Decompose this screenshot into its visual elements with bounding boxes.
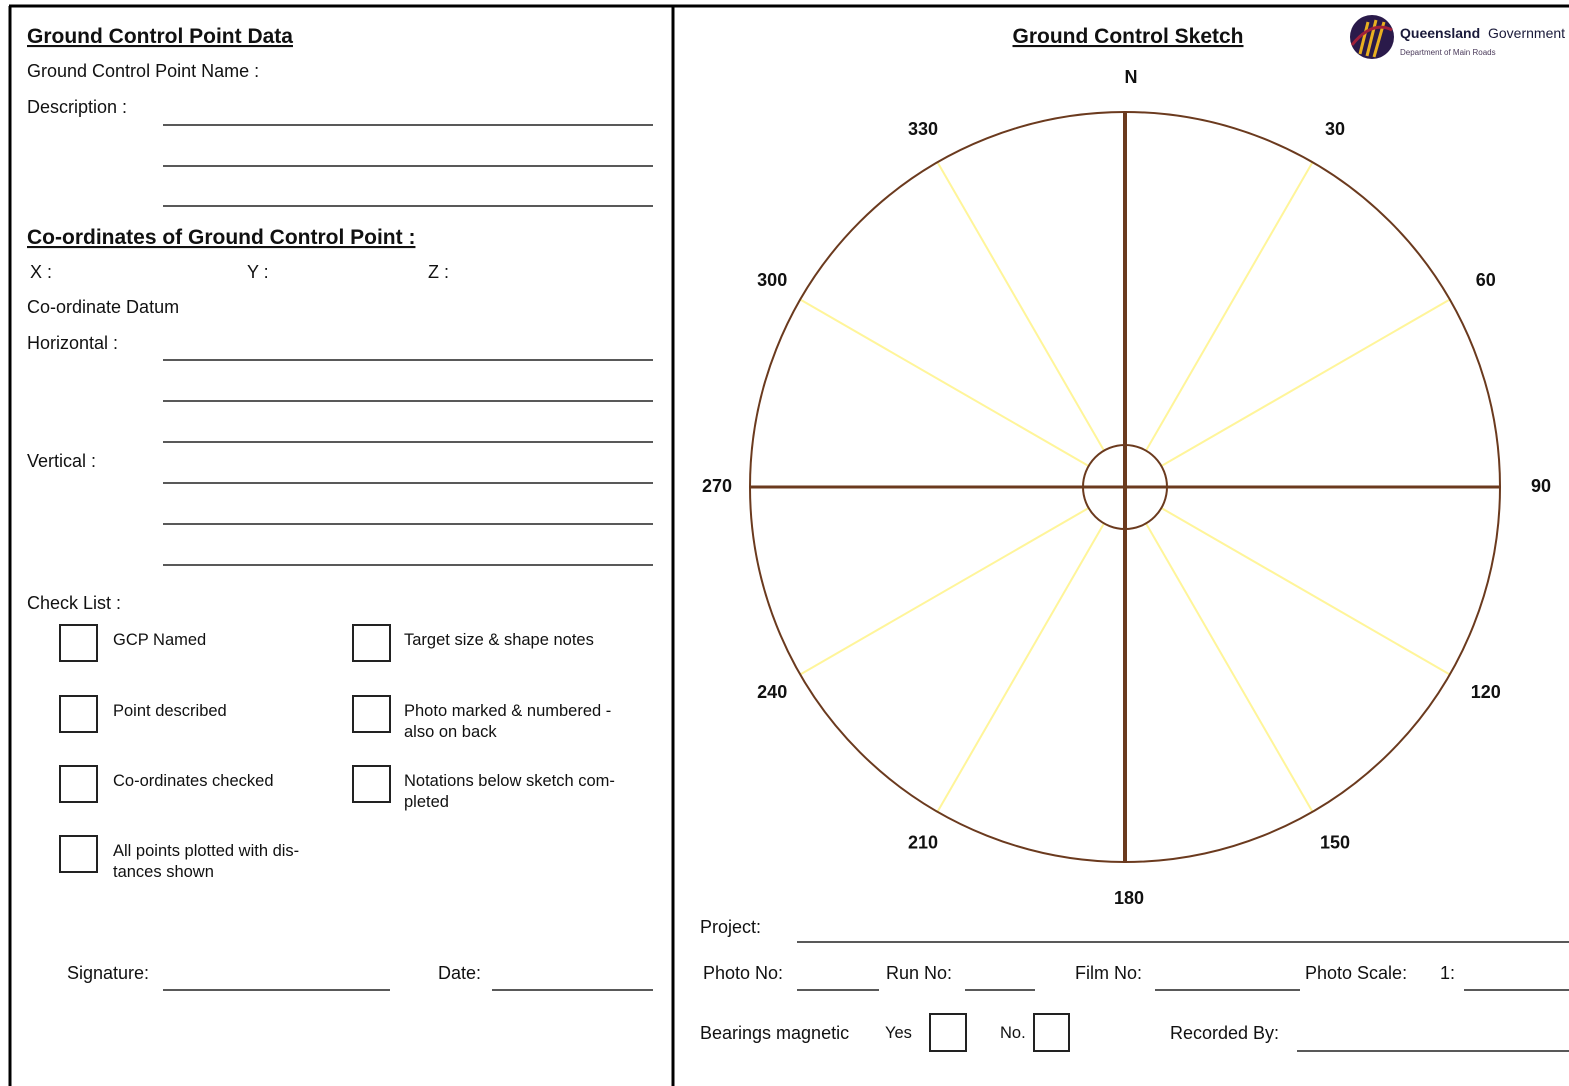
field-label: Project: [700, 917, 761, 937]
checklist-item: Photo marked & numbered - [404, 702, 611, 720]
checkbox[interactable] [59, 695, 98, 733]
field-lines [163, 124, 653, 207]
bearing-label: 210 [908, 833, 938, 853]
field-lines [163, 482, 653, 566]
field-label: Horizontal : [27, 333, 118, 353]
checkbox[interactable] [59, 765, 98, 803]
bearing-label: 30 [1325, 119, 1345, 139]
field-label: Date: [438, 963, 481, 983]
field-label: Photo Scale: [1305, 963, 1407, 983]
checkbox[interactable] [352, 624, 391, 662]
checkbox[interactable] [1033, 1013, 1070, 1052]
bearing-spoke [799, 507, 1090, 676]
checklist-item: also on back [404, 723, 497, 741]
section-title: Ground Control Sketch [1013, 25, 1244, 48]
bearing-label: 150 [1320, 833, 1350, 853]
field-label: X : [30, 262, 52, 282]
bearing-spoke [1160, 507, 1451, 676]
field-label: Recorded By: [1170, 1023, 1279, 1043]
checklist-item: pleted [404, 793, 449, 811]
field-label: Yes [885, 1024, 912, 1042]
logo-text: Queensland [1400, 25, 1480, 41]
bearing-spoke [1145, 161, 1314, 452]
logo-subtext: Department of Main Roads [1400, 48, 1496, 57]
bearing-spoke [1160, 298, 1451, 467]
bearing-spoke [1145, 522, 1314, 813]
compass: 30 60 90 120 150 180 210 240 270 300 330 [702, 111, 1551, 908]
checklist-item: Point described [113, 702, 227, 720]
bearing-label: 270 [702, 476, 732, 496]
checklist-item: GCP Named [113, 631, 206, 649]
field-label: Check List : [27, 593, 121, 613]
checkbox[interactable] [352, 695, 391, 733]
field-label: Z : [428, 262, 449, 282]
logo-text: Government [1488, 25, 1565, 41]
checklist-item: Target size & shape notes [404, 631, 594, 649]
field-label: Signature: [67, 963, 149, 983]
checklist-item: tances shown [113, 863, 214, 881]
section-title: Ground Control Point Data [27, 25, 293, 48]
bearing-label: 330 [908, 119, 938, 139]
north-label: N [1125, 67, 1138, 87]
field-label: Y : [247, 262, 269, 282]
field-label: No. [1000, 1024, 1026, 1042]
field-label: 1: [1440, 963, 1455, 983]
section-title: Co-ordinates of Ground Control Point : [27, 226, 415, 249]
field-lines [163, 359, 653, 443]
field-label: Run No: [886, 963, 952, 983]
bearing-label: 240 [757, 682, 787, 702]
checkbox[interactable] [352, 765, 391, 803]
field-label: Photo No: [703, 963, 783, 983]
field-label: Film No: [1075, 963, 1142, 983]
field-label: Co-ordinate Datum [27, 297, 179, 317]
bearing-label: 180 [1114, 888, 1144, 908]
bearing-spoke [936, 522, 1105, 813]
checklist-item: Notations below sketch com- [404, 772, 615, 790]
checkbox[interactable] [59, 835, 98, 873]
bearing-label: 60 [1476, 270, 1496, 290]
checklist-item: All points plotted with dis- [113, 842, 299, 860]
logo: Queensland Government Department of Main… [1350, 15, 1565, 59]
bearing-spoke [799, 298, 1090, 467]
field-label: Bearings magnetic [700, 1023, 849, 1043]
checklist: GCP Named Point described Co-ordinates che… [59, 624, 615, 881]
field-label: Description : [27, 97, 127, 117]
bearing-label: 90 [1531, 476, 1551, 496]
field-label: Ground Control Point Name : [27, 61, 259, 81]
checkbox[interactable] [929, 1013, 967, 1052]
bearing-label: 300 [757, 270, 787, 290]
checklist-item: Co-ordinates checked [113, 772, 274, 790]
bearing-spoke [936, 161, 1105, 452]
checkbox[interactable] [59, 624, 98, 662]
bearing-label: 120 [1471, 682, 1501, 702]
field-label: Vertical : [27, 451, 96, 471]
